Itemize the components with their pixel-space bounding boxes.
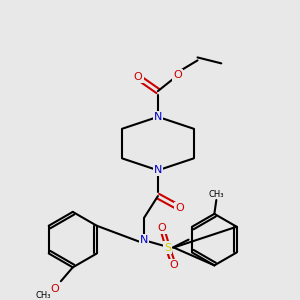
Text: S: S (164, 242, 171, 253)
Text: O: O (158, 223, 166, 233)
Text: O: O (175, 203, 184, 213)
Text: CH₃: CH₃ (208, 190, 224, 199)
Text: CH₃: CH₃ (35, 291, 51, 300)
Text: O: O (51, 284, 59, 294)
Text: N: N (154, 165, 162, 175)
Text: O: O (169, 260, 178, 270)
Text: N: N (154, 112, 162, 122)
Text: O: O (134, 72, 142, 82)
Text: O: O (173, 70, 182, 80)
Text: N: N (140, 235, 148, 244)
